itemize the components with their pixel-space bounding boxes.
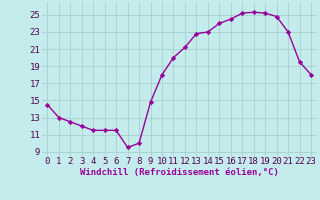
X-axis label: Windchill (Refroidissement éolien,°C): Windchill (Refroidissement éolien,°C) (80, 168, 279, 177)
